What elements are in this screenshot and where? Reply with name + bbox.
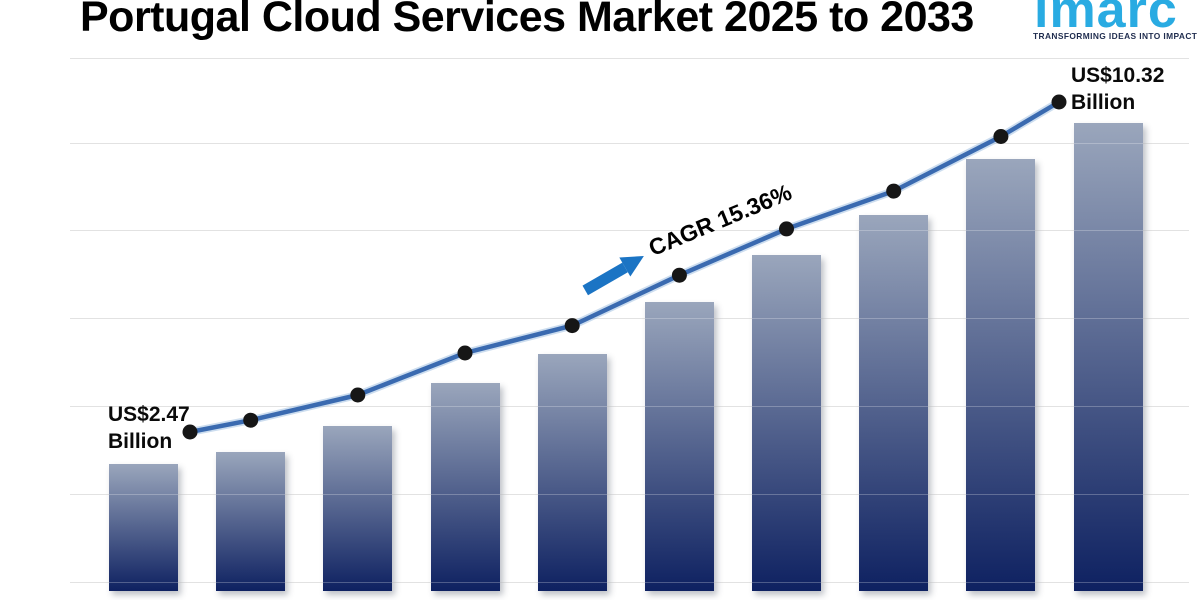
data-point-marker [1051,94,1067,110]
trend-line [189,100,1061,435]
gridline [70,494,1189,495]
bar [859,215,929,591]
bar [644,302,714,591]
gridline [70,58,1189,59]
bar [537,354,607,591]
logo-tagline: TRANSFORMING IDEAS INTO IMPACT [1033,31,1198,41]
data-point-marker [243,412,259,428]
data-point-marker [886,183,902,199]
gridline [70,406,1189,407]
gridline [70,406,1189,407]
gridline [70,318,1189,319]
data-point-marker [993,129,1009,144]
bar [430,382,500,591]
bar [752,254,821,591]
gridline [70,582,1189,583]
gridline [70,582,1189,583]
data-point-marker [779,221,794,237]
data-point-marker [350,387,366,403]
bar [109,464,178,591]
end-value-line1: US$10.32 [1071,64,1165,87]
imarc-logo: imarc TRANSFORMING IDEAS INTO IMPACT [1032,0,1197,48]
start-value-label: US$2.47 Billion [108,401,190,455]
end-value-label: US$10.32 Billion [1071,62,1164,116]
start-value-line2: Billion [108,430,173,453]
chart-title: Portugal Cloud Services Market 2025 to 2… [80,0,974,41]
gridline [70,143,1189,144]
gridline [70,230,1189,231]
data-point-marker [182,424,198,440]
bar [323,425,393,591]
gridline [70,143,1189,144]
data-point-marker [671,267,687,283]
gridline [70,230,1189,231]
bar [216,452,286,591]
bar [1073,123,1143,591]
gridline [70,318,1189,319]
start-value-line1: US$2.47 [108,403,190,426]
logo-wordmark: imarc [1034,0,1178,39]
gridline [70,494,1189,495]
end-value-line2: Billion [1071,91,1136,114]
gridline [70,58,1189,59]
bar [966,159,1036,591]
data-point-marker [457,345,473,361]
data-point-marker [564,318,580,334]
